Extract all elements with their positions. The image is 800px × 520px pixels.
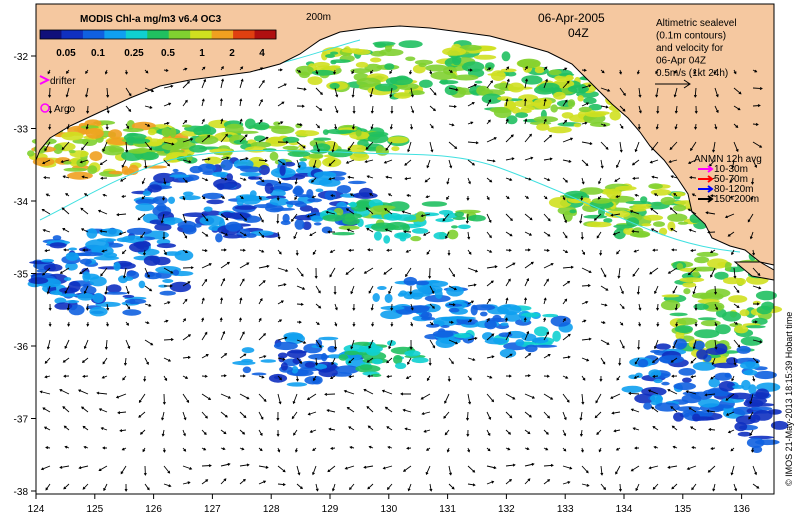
colorbar-title: MODIS Chl-a mg/m3 v6.4 OC3 (80, 14, 222, 25)
date-label: 06-Apr-2005 (538, 11, 605, 25)
isobath-label: 200m (306, 12, 331, 23)
colorbar-swatch (125, 30, 148, 39)
drifter-legend: drifter Argo (39, 75, 76, 115)
colorbar: MODIS Chl-a mg/m3 v6.4 OC3 0.05 0.1 0.25 0.… (39, 14, 277, 59)
time-label: 04Z (568, 26, 589, 40)
credit-text: © IMOS 21-May-2013 18:15:39 Hobart time (784, 312, 794, 486)
anmn-arrow-icon (698, 165, 714, 173)
drifter-label: drifter (50, 76, 76, 87)
drifter-icon (39, 75, 51, 85)
altimetry-note: Altimetric sealevel (0.1m contours)and ve… (656, 18, 737, 79)
altimetry-note-line: 0.5m/s (1kt 24h) (656, 68, 728, 79)
axes: 124 125 126 127 128 129 130 131 132 133 134 135 136 -… (14, 52, 751, 515)
anmn-depth-label: 80-120m (714, 184, 753, 195)
scale-arrow (655, 79, 691, 89)
plot-frame (35, 3, 775, 495)
anmn-arrow-icon (698, 185, 714, 193)
colorbar-swatch (233, 30, 256, 39)
colorbar-tick-label: 1 (199, 48, 205, 59)
colorbar-border (39, 29, 277, 40)
colorbar-tick-label: 2 (229, 48, 235, 59)
x-tick-label: 126 (145, 504, 162, 515)
y-tick-label: -37 (14, 415, 29, 426)
colorbar-swatch (147, 30, 170, 39)
colorbar-swatch (82, 30, 105, 39)
colorbar-tick-label: 0.1 (91, 48, 105, 59)
y-tick-label: -38 (14, 487, 29, 498)
x-tick-label: 134 (616, 504, 633, 515)
x-tick-label: 135 (674, 504, 691, 515)
chlorophyll-field (27, 40, 789, 453)
colorbar-swatch (211, 30, 234, 39)
colorbar-swatch (168, 30, 191, 39)
anmn-title: ANMN 12h avg (694, 154, 762, 165)
y-tick-label: -33 (14, 125, 29, 136)
altimetry-note-line: 06-Apr 04Z (656, 56, 706, 67)
x-tick-label: 131 (439, 504, 456, 515)
x-tick-label: 130 (380, 504, 397, 515)
x-tick-label: 128 (263, 504, 280, 515)
x-tick-label: 129 (322, 504, 339, 515)
y-tick-label: -34 (14, 197, 29, 208)
colorbar-tick-label: 0.5 (161, 48, 175, 59)
anmn-arrow-icon (698, 175, 714, 183)
altimetry-note-line: Altimetric sealevel (656, 18, 737, 29)
y-tick-label: -35 (14, 270, 29, 281)
argo-label: Argo (54, 104, 76, 115)
isobath-200m-line (39, 149, 741, 253)
colorbar-swatch (254, 30, 277, 39)
y-tick-label: -36 (14, 342, 29, 353)
anmn-depth-label: 150-200m (714, 194, 759, 205)
colorbar-swatch (61, 30, 84, 39)
colorbar-tick-label: 0.05 (56, 48, 76, 59)
x-tick-label: 127 (204, 504, 221, 515)
colorbar-tick-label: 4 (259, 48, 265, 59)
x-tick-label: 125 (86, 504, 103, 515)
anmn-depth-label: 50-70m (714, 174, 748, 185)
x-tick-label: 133 (557, 504, 574, 515)
y-tick-label: -32 (14, 52, 29, 63)
anmn-depth-label: 10-30m (714, 164, 748, 175)
colorbar-swatch (40, 30, 62, 39)
altimetry-note-line: and velocity for (656, 43, 724, 54)
colorbar-swatch (190, 30, 213, 39)
colorbar-swatch (104, 30, 127, 39)
anmn-arrow-icon (698, 195, 714, 203)
velocity-vectors (39, 65, 763, 492)
x-tick-label: 132 (498, 504, 515, 515)
argo-icon (40, 103, 50, 113)
altimetry-note-line: (0.1m contours) (656, 31, 726, 42)
x-tick-label: 136 (733, 504, 750, 515)
x-tick-label: 124 (28, 504, 45, 515)
colorbar-tick-label: 0.25 (124, 48, 144, 59)
